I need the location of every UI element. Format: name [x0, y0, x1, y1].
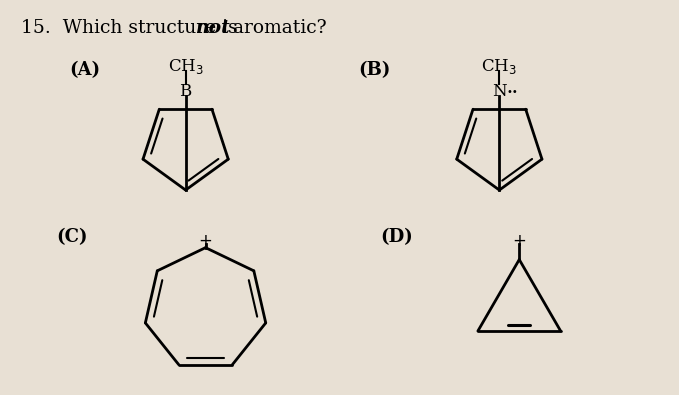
Text: (A): (A)	[69, 61, 100, 79]
Text: (D): (D)	[380, 228, 413, 246]
Text: N: N	[492, 83, 507, 100]
Text: CH$_3$: CH$_3$	[481, 57, 517, 76]
Text: (B): (B)	[358, 61, 390, 79]
Text: CH$_3$: CH$_3$	[168, 57, 204, 76]
Text: aromatic?: aromatic?	[227, 19, 327, 37]
Text: not: not	[196, 19, 230, 37]
Text: +: +	[513, 232, 526, 250]
Text: (C): (C)	[56, 228, 88, 246]
Text: B: B	[179, 83, 191, 100]
Text: +: +	[199, 232, 213, 250]
Text: ••: ••	[507, 87, 518, 97]
Text: 15.  Which structure is: 15. Which structure is	[21, 19, 244, 37]
